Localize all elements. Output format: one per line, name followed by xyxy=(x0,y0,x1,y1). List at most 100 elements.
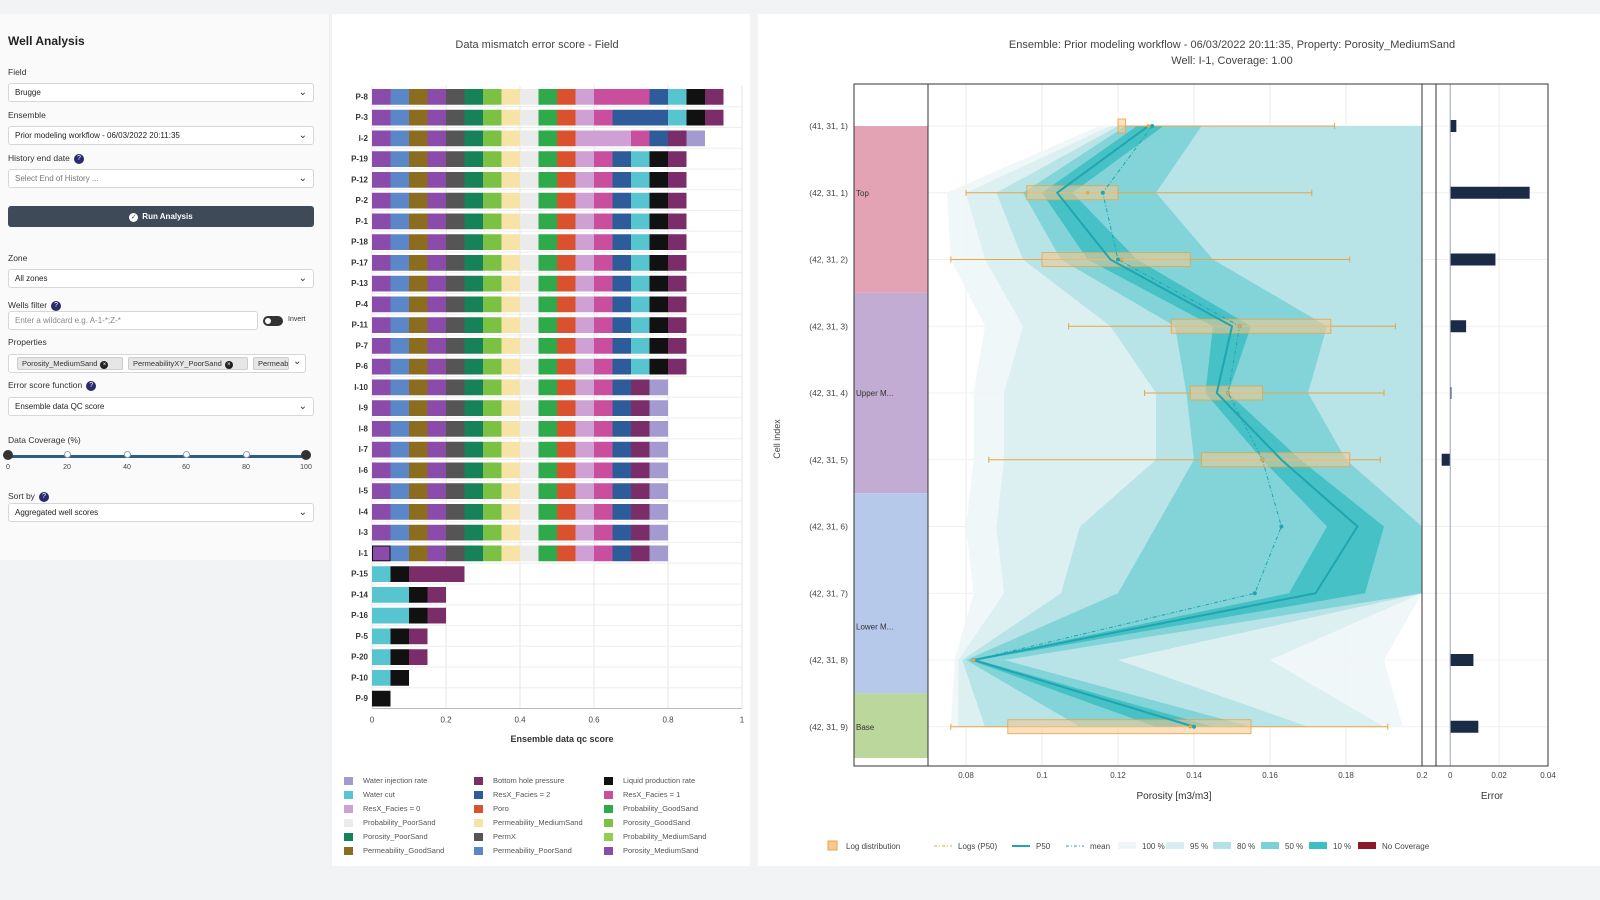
zone-label: Base xyxy=(856,723,875,732)
bar-segment xyxy=(705,109,724,126)
legend-item[interactable]: PermX xyxy=(474,832,516,842)
legend-item[interactable]: Water cut xyxy=(344,790,395,800)
legend-item[interactable]: Bottom hole pressure xyxy=(474,776,564,786)
legend-label: Permeability_MediumSand xyxy=(493,818,583,827)
bar-segment xyxy=(557,130,576,147)
log-p50-point xyxy=(1146,124,1151,128)
bar-segment xyxy=(372,379,391,396)
bar-segment xyxy=(557,338,576,354)
zone-dropdown[interactable]: All zones ⌄ xyxy=(8,269,314,288)
help-icon[interactable]: ? xyxy=(38,491,49,502)
legend-item[interactable]: ResX_Facies = 2 xyxy=(474,790,550,800)
bar-segment xyxy=(594,545,613,562)
help-icon[interactable]: ? xyxy=(73,153,84,164)
wells-filter-input[interactable]: Enter a wildcard e.g. A-1-*;Z-* xyxy=(8,311,258,330)
property-chip[interactable]: Porosity_MediumSand × xyxy=(17,357,123,370)
bar-segment xyxy=(501,441,520,458)
ensemble-dropdown[interactable]: Prior modeling workflow - 06/03/2022 20:… xyxy=(8,126,314,145)
bar-segment xyxy=(631,275,650,292)
bar-segment xyxy=(483,545,502,562)
legend-label: mean xyxy=(1090,842,1110,851)
sort-dropdown[interactable]: Aggregated well scores ⌄ xyxy=(8,503,314,522)
sort-value: Aggregated well scores xyxy=(15,508,99,517)
bar-segment xyxy=(575,213,594,230)
coverage-min-handle[interactable] xyxy=(3,450,13,460)
legend-item[interactable]: Permeability_PoorSand xyxy=(474,846,572,856)
legend-item[interactable]: Permeability_GoodSand xyxy=(344,846,444,856)
bar-segment xyxy=(557,255,576,271)
help-icon[interactable]: ? xyxy=(51,300,62,311)
legend-item[interactable]: Porosity_GoodSand xyxy=(604,818,690,828)
bar-segment xyxy=(649,462,668,479)
error-fn-dropdown[interactable]: Ensemble data QC score ⌄ xyxy=(8,397,314,416)
log-p50-point xyxy=(1237,324,1242,329)
bar-segment xyxy=(390,379,409,396)
bar-segment xyxy=(557,545,576,562)
remove-icon[interactable]: × xyxy=(100,361,109,369)
legend-item[interactable]: Probability_PoorSand xyxy=(344,818,436,828)
legend-item[interactable]: Probability_GoodSand xyxy=(604,804,698,814)
well-label: P-10 xyxy=(351,673,368,682)
property-chip[interactable]: Permeabi xyxy=(253,357,289,370)
well-label: P-15 xyxy=(351,570,368,579)
mismatch-bar-chart: Data mismatch error score - Field P-8 P-3… xyxy=(351,39,745,744)
legend-item[interactable]: Liquid production rate xyxy=(604,776,695,786)
cell-index-label: (42, 31, 7) xyxy=(809,588,848,598)
bar-segment xyxy=(538,545,557,562)
legend-item[interactable]: Porosity_MediumSand xyxy=(604,846,698,856)
chevron-down-icon[interactable]: ⌄ xyxy=(293,356,302,367)
legend-item[interactable]: ResX_Facies = 1 xyxy=(604,790,680,800)
legend-item[interactable]: Probability_MediumSand xyxy=(604,832,706,842)
bar-segment xyxy=(668,317,687,333)
properties-multiselect[interactable]: Porosity_MediumSand × PermeabilityXY_Poor… xyxy=(8,354,306,373)
bar-segment xyxy=(372,421,391,437)
bar-segment xyxy=(631,192,650,209)
bar-segment xyxy=(409,89,428,105)
slider-tick-label: 20 xyxy=(63,464,71,471)
bar-segment xyxy=(390,317,409,333)
property-chip[interactable]: PermeabilityXY_PoorSand × xyxy=(128,357,248,370)
bar-segment xyxy=(538,400,557,416)
bar-segment xyxy=(464,379,483,396)
bar-segment xyxy=(538,234,557,250)
legend-swatch xyxy=(604,847,613,856)
invert-toggle[interactable] xyxy=(263,316,283,326)
legend-item[interactable]: Poro xyxy=(474,804,509,814)
x-tick-label: 0.2 xyxy=(1416,771,1428,780)
legend-item[interactable]: Permeability_MediumSand xyxy=(474,818,583,828)
bar-segment xyxy=(631,462,650,479)
bar-segment xyxy=(464,192,483,209)
coverage-slider-track[interactable] xyxy=(8,455,306,458)
well-label: P-20 xyxy=(351,653,368,662)
legend-item[interactable]: Water injection rate xyxy=(344,776,427,786)
cell-index-label: (42, 31, 5) xyxy=(809,455,848,465)
bar-segment xyxy=(409,587,428,603)
legend-label: ResX_Facies = 0 xyxy=(363,804,421,813)
field-dropdown[interactable]: Brugge ⌄ xyxy=(8,83,314,102)
legend-item[interactable]: Porosity_PoorSand xyxy=(344,832,428,842)
bar-segment xyxy=(446,421,465,437)
bar-segment xyxy=(631,421,650,437)
bar-segment xyxy=(649,296,668,313)
bar-segment xyxy=(520,504,539,520)
coverage-max-handle[interactable] xyxy=(301,450,311,460)
remove-icon[interactable]: × xyxy=(224,361,233,369)
bar-segment xyxy=(427,607,446,624)
history-end-date-dropdown[interactable]: Select End of History ... ⌄ xyxy=(8,169,314,188)
bar-segment xyxy=(594,379,613,396)
log-p50-point xyxy=(971,658,976,662)
bar-segment xyxy=(446,400,465,416)
legend-item[interactable]: ResX_Facies = 0 xyxy=(344,804,421,814)
bar-segment xyxy=(446,504,465,520)
run-analysis-button[interactable]: ✓ Run Analysis xyxy=(8,206,314,227)
bar-segment xyxy=(557,441,576,458)
zone-label: Lower M... xyxy=(856,623,893,632)
bar-segment xyxy=(538,338,557,354)
bar-segment xyxy=(612,275,631,292)
bar-segment xyxy=(612,504,631,520)
help-icon[interactable]: ? xyxy=(86,380,97,391)
bar-segment xyxy=(538,441,557,458)
bar-segment xyxy=(464,172,483,188)
bar-segment xyxy=(464,213,483,230)
bar-segment xyxy=(649,255,668,271)
